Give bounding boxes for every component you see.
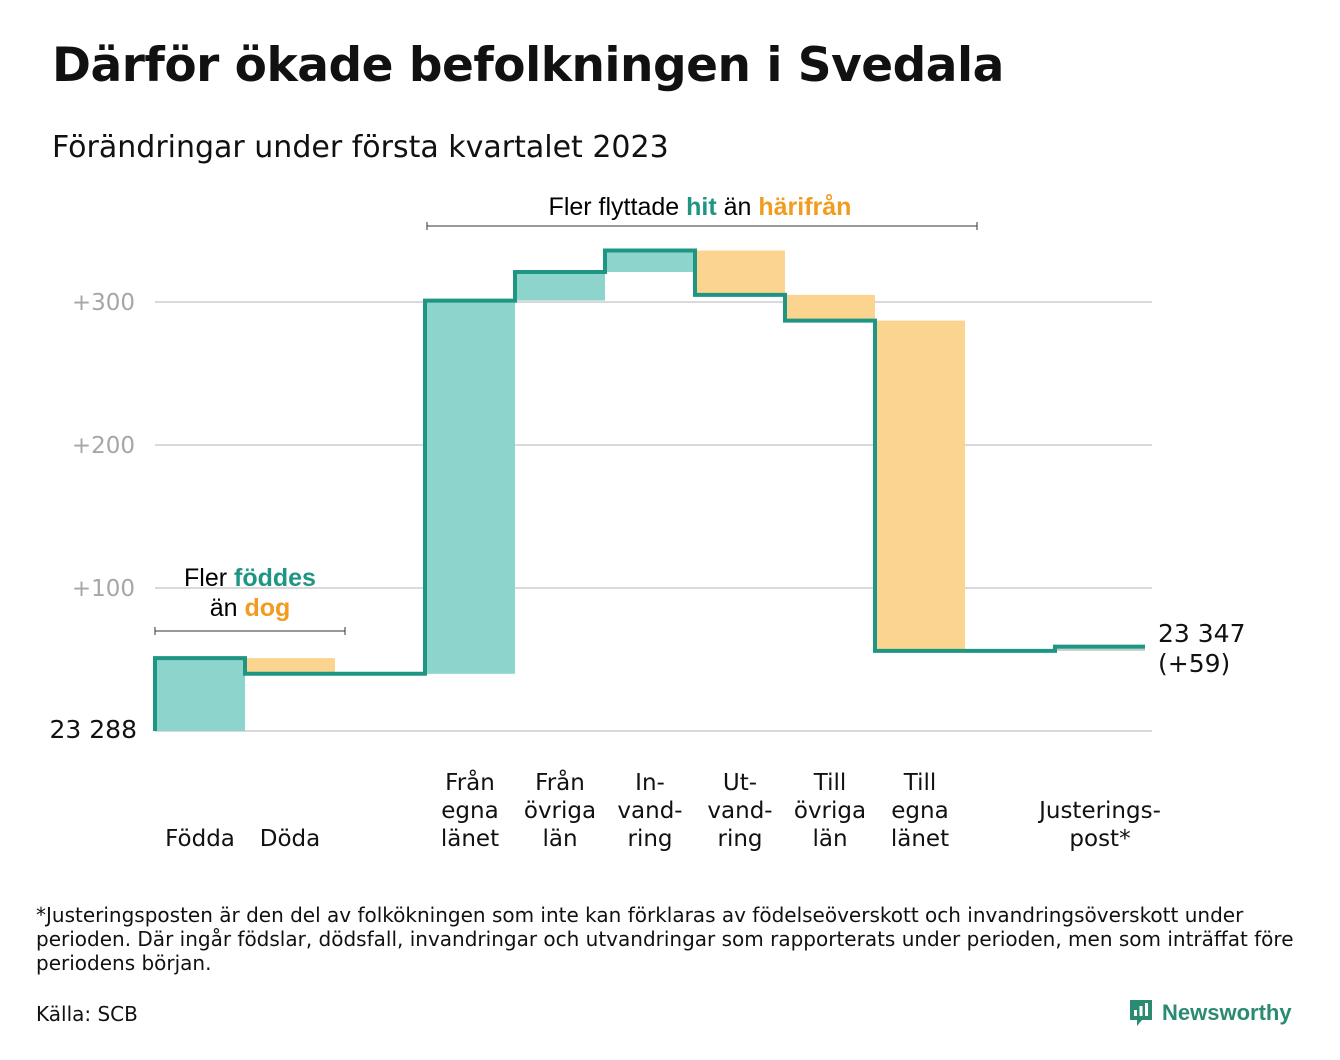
- y-tick-label: +100: [72, 576, 135, 602]
- category-label: Döda: [260, 826, 320, 852]
- end-value-label: 23 347: [1158, 619, 1245, 648]
- cumulative-step-line: [153, 248, 1145, 731]
- category-label: länet: [891, 826, 949, 852]
- bar-negative: [785, 294, 875, 321]
- source-label: Källa: SCB: [36, 1002, 138, 1026]
- bar-negative: [695, 250, 785, 295]
- births-annotation-prefix: Fler: [184, 564, 234, 592]
- deaths-annotation-prefix: än: [210, 594, 245, 622]
- newsworthy-logo-icon: [1130, 1000, 1152, 1026]
- category-label: egna: [891, 798, 948, 824]
- bar-negative: [875, 320, 965, 651]
- brand-name: Newsworthy: [1162, 1000, 1292, 1025]
- category-label: Från: [445, 768, 495, 796]
- chart-subtitle: Förändringar under första kvartalet 2023: [52, 130, 669, 165]
- category-label: ring: [627, 826, 672, 852]
- svg-text:Fler föddes: Fler föddes: [184, 564, 316, 592]
- start-value-label: 23 288: [50, 715, 137, 744]
- category-label: Justerings-: [1037, 798, 1161, 824]
- end-change-label: (+59): [1158, 649, 1230, 678]
- bar-positive: [425, 300, 515, 674]
- category-label: Födda: [165, 826, 235, 852]
- births-annotation-highlight: föddes: [234, 564, 316, 592]
- bars: [155, 250, 1145, 731]
- category-label: vand-: [617, 798, 682, 824]
- svg-text:Fler flyttade hit än härifrån: Fler flyttade hit än härifrån: [549, 193, 852, 221]
- category-label: län: [812, 826, 847, 852]
- migration-annotation: Fler flyttade hit än härifrån: [426, 193, 978, 230]
- bar-negative: [245, 658, 335, 674]
- footnote: *Justeringsposten är den del av folkökni…: [36, 903, 1294, 975]
- category-label: övriga: [794, 798, 866, 824]
- category-label: vand-: [707, 798, 772, 824]
- svg-text:än dog: än dog: [210, 594, 291, 622]
- y-tick-label: +300: [72, 290, 135, 316]
- category-label: post*: [1069, 826, 1130, 852]
- grid-lines: [155, 301, 1152, 732]
- migration-annotation-prefix: Fler flyttade: [549, 193, 687, 221]
- category-label: övriga: [524, 798, 596, 824]
- category-label: In-: [635, 770, 665, 796]
- category-label: Från: [535, 768, 585, 796]
- bar-positive: [605, 250, 695, 272]
- category-label: Till: [813, 770, 847, 796]
- category-label: län: [542, 826, 577, 852]
- chart-title: Därför ökade befolkningen i Svedala: [52, 38, 1004, 93]
- bar-positive: [155, 658, 245, 731]
- migration-annotation-from: härifrån: [758, 193, 851, 221]
- bar-positive: [515, 271, 605, 301]
- category-label: Ut-: [723, 770, 757, 796]
- brand-logo[interactable]: Newsworthy: [1128, 998, 1292, 1028]
- bar-adjustment: [1055, 646, 1145, 651]
- category-label: ring: [717, 826, 762, 852]
- category-label: Till: [903, 770, 937, 796]
- category-label: egna: [441, 798, 498, 824]
- migration-annotation-hit: hit: [686, 193, 717, 221]
- deaths-annotation-highlight: dog: [244, 594, 290, 622]
- births-annotation: Fler föddes än dog: [154, 564, 346, 635]
- category-label: länet: [441, 826, 499, 852]
- migration-annotation-mid: än: [717, 193, 759, 221]
- y-tick-label: +200: [72, 433, 135, 459]
